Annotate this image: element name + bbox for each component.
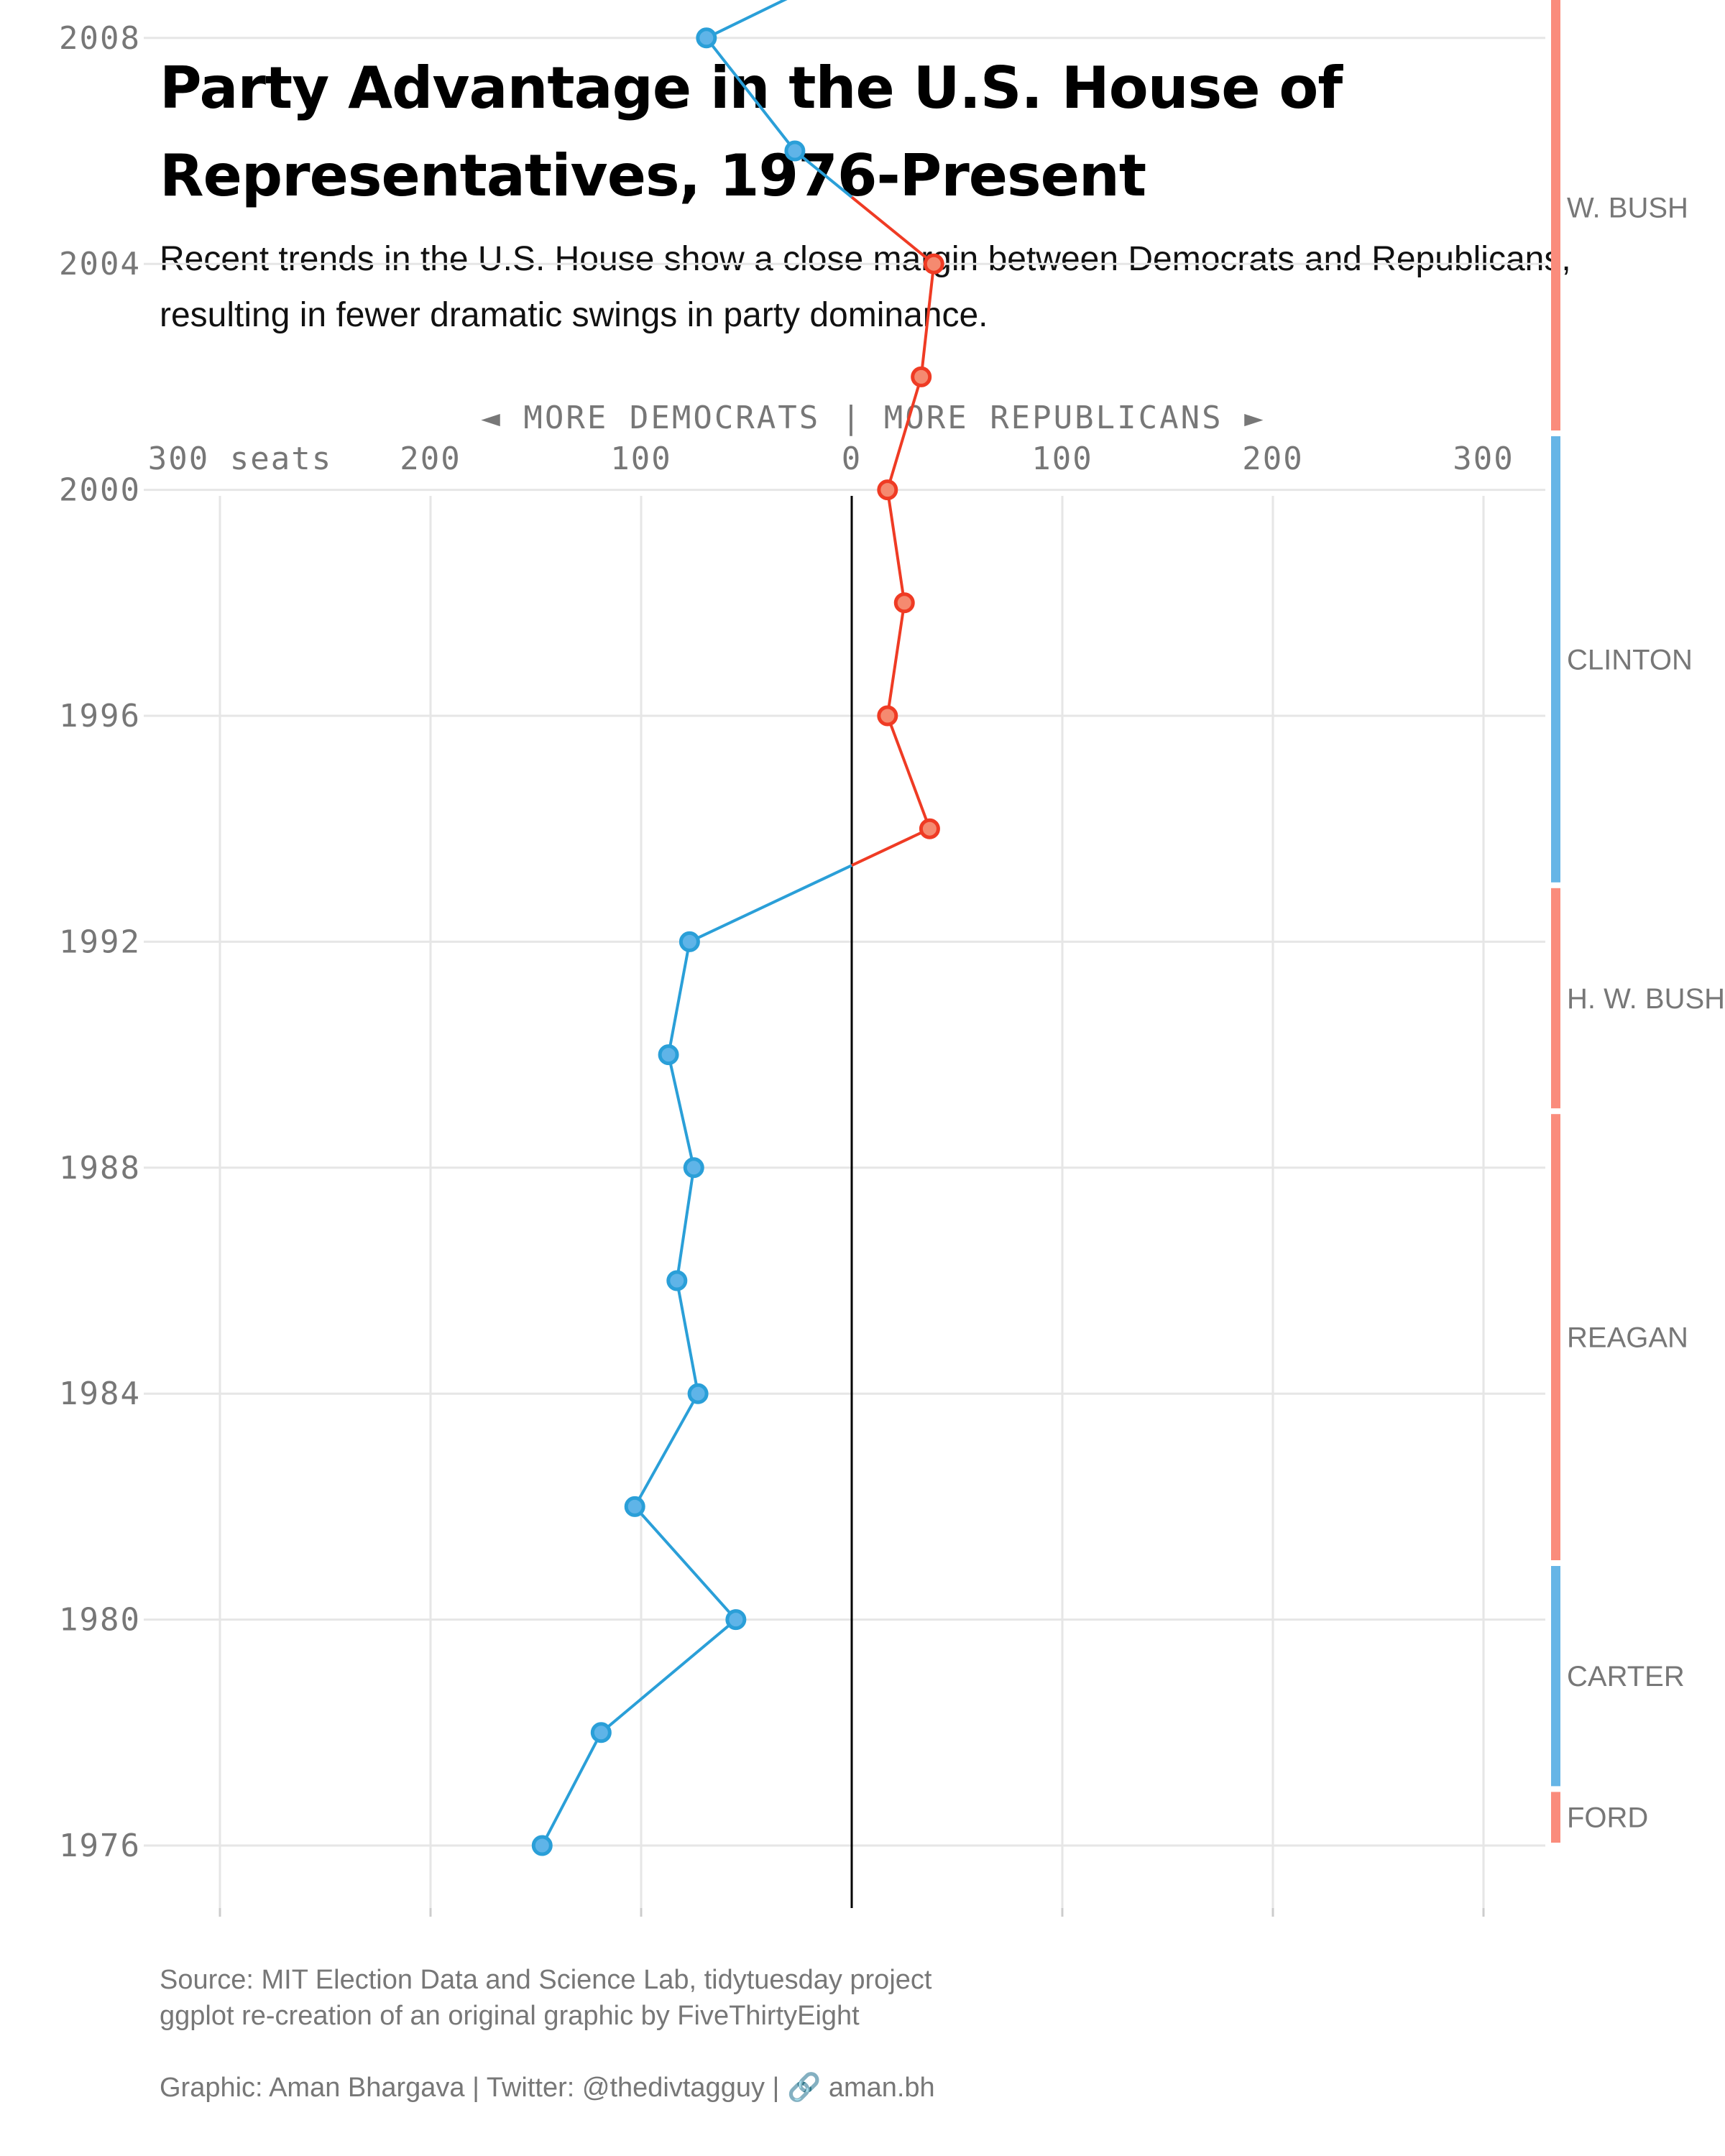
x-tick-label: 0 xyxy=(842,441,862,477)
line-segment xyxy=(689,864,852,944)
x-tick-label: 100 xyxy=(1031,441,1092,477)
y-tick-label: 1976 xyxy=(59,1828,141,1864)
data-point-republican xyxy=(877,479,898,501)
line-segment xyxy=(667,941,691,1055)
data-point-democrat xyxy=(658,1044,679,1066)
line-segment xyxy=(540,1731,603,1846)
data-point-democrat xyxy=(666,1270,688,1291)
presidency-label: CLINTON xyxy=(1567,644,1693,676)
data-point-democrat xyxy=(683,1157,704,1179)
line-segment xyxy=(850,195,935,265)
chart-subtitle: Recent trends in the U.S. House show a c… xyxy=(160,240,1571,334)
line-segment xyxy=(675,1280,700,1394)
presidency-bar xyxy=(1551,436,1560,883)
line-segment xyxy=(794,149,853,198)
x-tick-label: 200 xyxy=(400,441,461,477)
y-axis-ticks: 2020201620122008200420001996199219881984… xyxy=(59,20,141,1864)
presidency-label: W. BUSH xyxy=(1567,193,1688,224)
line-segment xyxy=(633,1506,737,1621)
data-points xyxy=(531,27,944,1856)
presidency-bar xyxy=(1551,0,1560,430)
data-point-democrat xyxy=(590,1722,612,1743)
y-tick-label: 2000 xyxy=(59,472,141,509)
presidency-label: H. W. BUSH xyxy=(1567,983,1725,1015)
data-point-republican xyxy=(893,592,915,614)
data-point-democrat xyxy=(725,1609,747,1631)
data-point-democrat xyxy=(531,1835,553,1856)
x-tick-label: 100 xyxy=(610,441,671,477)
line-segment xyxy=(600,1618,737,1734)
line-segment xyxy=(705,0,788,40)
x-axis-ticks: 300 seats 200 100 0 100 200 300 xyxy=(148,441,1514,477)
data-point-democrat xyxy=(696,27,717,49)
presidency-bar xyxy=(1551,1114,1560,1560)
y-tick-label: 2008 xyxy=(59,20,141,57)
line-segment xyxy=(705,37,796,152)
line-segment xyxy=(886,489,906,604)
y-tick-label: 2004 xyxy=(59,246,141,282)
source-line-1: Source: MIT Election Data and Science La… xyxy=(160,1965,932,1995)
line-segment xyxy=(667,1054,696,1169)
line-segment xyxy=(633,1393,699,1508)
line-segment xyxy=(886,376,923,491)
presidency-label: FORD xyxy=(1567,1802,1648,1834)
y-tick-label: 1984 xyxy=(59,1376,141,1412)
data-point-democrat xyxy=(624,1496,645,1517)
data-point-democrat xyxy=(678,931,700,952)
y-tick-label: 1992 xyxy=(59,923,141,960)
x-tick-label: 300 xyxy=(1453,441,1514,477)
line-segment xyxy=(886,602,906,717)
data-point-republican xyxy=(877,705,898,727)
x-tick-label: 300 seats xyxy=(148,441,332,477)
chart-title: Party Advantage in the U.S. House of Rep… xyxy=(160,55,1343,209)
data-line xyxy=(540,0,936,1846)
presidency-bar xyxy=(1551,888,1560,1109)
credit-line: Graphic: Aman Bhargava | Twitter: @thedi… xyxy=(160,2073,935,2103)
y-tick-label: 1980 xyxy=(59,1602,141,1639)
presidency-bar xyxy=(1551,1566,1560,1787)
data-point-democrat xyxy=(687,1383,709,1404)
x-tick-label: 200 xyxy=(1242,441,1303,477)
data-point-republican xyxy=(911,366,932,387)
line-segment xyxy=(851,827,931,867)
presidency-label: REAGAN xyxy=(1567,1322,1688,1354)
direction-label: ◄ MORE DEMOCRATS | MORE REPUBLICANS ► xyxy=(481,400,1265,436)
y-tick-label: 1988 xyxy=(59,1150,141,1187)
line-segment xyxy=(886,715,932,829)
line-segment xyxy=(675,1167,696,1281)
data-point-democrat xyxy=(784,140,806,162)
y-tick-label: 1996 xyxy=(59,698,141,734)
data-point-republican xyxy=(919,818,940,839)
presidency-label: CARTER xyxy=(1567,1661,1685,1692)
line-segment xyxy=(919,263,936,377)
source-line-2: ggplot re-creation of an original graphi… xyxy=(160,2001,860,2031)
data-point-republican xyxy=(923,253,944,275)
grid-lines xyxy=(144,37,1545,1917)
presidency-bar xyxy=(1551,1792,1560,1843)
